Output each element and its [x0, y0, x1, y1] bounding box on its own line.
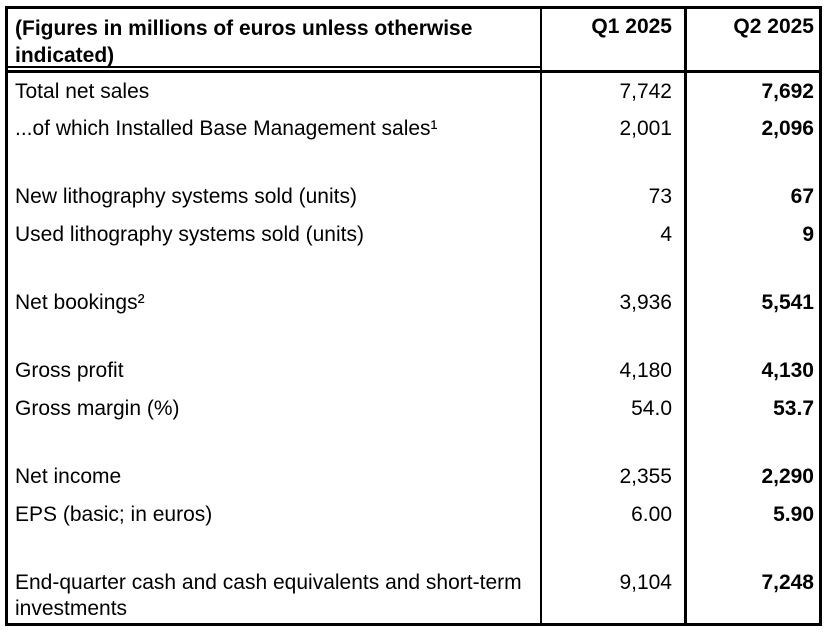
- q2-value: 5.90: [684, 495, 821, 534]
- q2-value: 7,692: [684, 71, 821, 110]
- q2-value: 7,248: [684, 563, 821, 624]
- financial-results-table: (Figures in millions of euros unless oth…: [5, 6, 822, 626]
- table-row-eps: EPS (basic; in euros) 6.00 5.90: [7, 495, 821, 534]
- table-row-net-income: Net income 2,355 2,290: [7, 457, 821, 496]
- q2-value: 9: [684, 215, 821, 254]
- table-caption-line-2: indicated): [15, 44, 115, 67]
- table-row-new-lithography-systems-sold: New lithography systems sold (units) 73 …: [7, 177, 821, 216]
- column-header-q1-2025: Q1 2025: [539, 7, 686, 73]
- caption-underline: [8, 66, 540, 68]
- table-row-used-lithography-systems-sold: Used lithography systems sold (units) 4 …: [7, 215, 821, 254]
- table-row-installed-base-management-sales: ...of which Installed Base Management sa…: [7, 109, 821, 148]
- q1-value: 2,355: [539, 457, 686, 496]
- header-row: (Figures in millions of euros unless oth…: [6, 7, 821, 73]
- table-row-end-quarter-cash: End-quarter cash and cash equivalents an…: [7, 563, 821, 624]
- q1-value: 3,936: [539, 283, 686, 322]
- table-row-gross-margin: Gross margin (%) 54.0 53.7: [7, 389, 821, 428]
- table-caption-cell: (Figures in millions of euros unless oth…: [6, 7, 541, 73]
- q1-value: 7,742: [539, 71, 686, 110]
- q1-value: 9,104: [539, 563, 686, 624]
- row-label: Net bookings²: [15, 290, 145, 314]
- table-caption-line-1: (Figures in millions of euros unless oth…: [15, 17, 473, 40]
- table-row-gross-profit: Gross profit 4,180 4,130: [7, 351, 821, 390]
- row-label: Gross profit: [15, 358, 124, 382]
- row-label: EPS (basic; in euros): [15, 502, 213, 526]
- q1-value: 4: [539, 215, 686, 254]
- spacer-row: [7, 147, 821, 178]
- spacer-row: [7, 253, 821, 284]
- q2-value: 4,130: [684, 351, 821, 390]
- row-label: End-quarter cash and cash equivalents an…: [15, 570, 522, 620]
- spacer-row: [7, 427, 821, 458]
- q1-value: 4,180: [539, 351, 686, 390]
- q2-value: 2,096: [684, 109, 821, 148]
- q1-value: 2,001: [539, 109, 686, 148]
- q1-value: 54.0: [539, 389, 686, 428]
- spacer-row: [7, 533, 821, 564]
- q1-value: 6.00: [539, 495, 686, 534]
- spacer-row: [7, 321, 821, 352]
- q2-value: 67: [684, 177, 821, 216]
- q2-value: 53.7: [684, 389, 821, 428]
- row-label: Total net sales: [15, 80, 150, 103]
- row-label: New lithography systems sold (units): [15, 184, 357, 208]
- table-row-total-net-sales: Total net sales 7,742 7,692: [7, 71, 821, 110]
- q2-value: 2,290: [684, 457, 821, 496]
- table-row-net-bookings: Net bookings² 3,936 5,541: [7, 283, 821, 322]
- row-label: Net income: [15, 464, 122, 488]
- row-label: ...of which Installed Base Management sa…: [15, 116, 438, 140]
- row-label: Used lithography systems sold (units): [15, 222, 364, 246]
- column-header-q2-2025: Q2 2025: [684, 7, 821, 73]
- row-label: Gross margin (%): [15, 396, 180, 420]
- q2-value: 5,541: [684, 283, 821, 322]
- q1-value: 73: [539, 177, 686, 216]
